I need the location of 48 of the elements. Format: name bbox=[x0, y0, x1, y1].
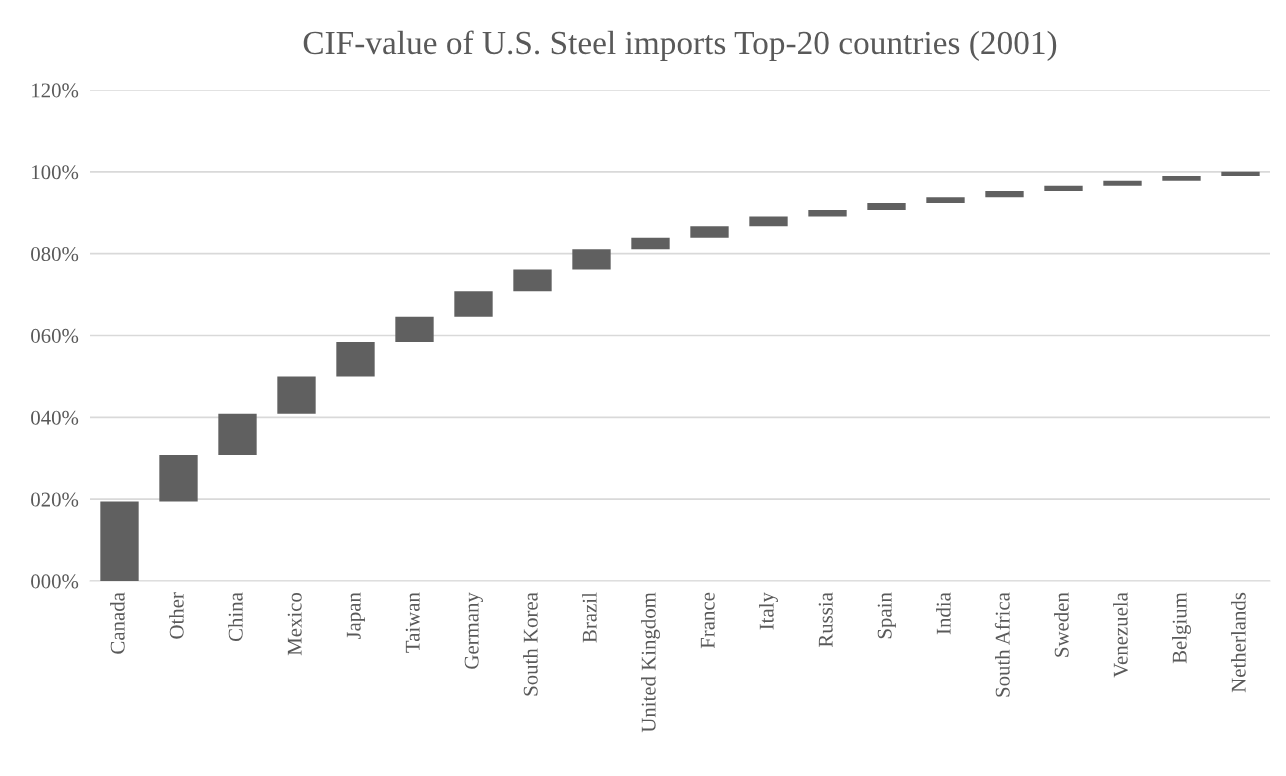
x-tick-label: Other bbox=[169, 592, 184, 639]
x-tick-label: Germany bbox=[464, 592, 483, 669]
x-tick-label: Venezuela bbox=[1113, 592, 1128, 678]
x-tick-label: China bbox=[228, 592, 243, 642]
bar bbox=[867, 202, 906, 210]
y-tick-label: 100% bbox=[32, 165, 79, 180]
bar bbox=[277, 376, 316, 414]
x-tick-label: United Kingdom bbox=[641, 592, 660, 733]
x-tick-label: Mexico bbox=[287, 592, 302, 656]
y-tick-label: 060% bbox=[31, 328, 79, 343]
bar bbox=[395, 316, 434, 343]
x-tick-label: Sweden bbox=[1054, 592, 1069, 657]
x-tick-label: Brazil bbox=[582, 592, 597, 643]
bar bbox=[454, 291, 493, 317]
bar bbox=[690, 226, 729, 238]
bar bbox=[218, 413, 257, 455]
bar bbox=[985, 191, 1024, 198]
bar bbox=[808, 209, 847, 217]
x-tick-label: South Korea bbox=[523, 592, 538, 696]
y-tick-label: 120% bbox=[32, 83, 79, 98]
bar bbox=[513, 269, 552, 292]
x-tick-label: Canada bbox=[110, 592, 125, 654]
y-tick-label: 040% bbox=[31, 410, 79, 425]
bar bbox=[749, 216, 788, 227]
bar bbox=[1044, 185, 1083, 192]
x-tick-label: India bbox=[936, 592, 951, 635]
bar bbox=[100, 501, 139, 581]
bar bbox=[926, 197, 965, 203]
bar bbox=[572, 249, 611, 270]
y-tick-label: 020% bbox=[31, 492, 79, 507]
bar bbox=[336, 342, 375, 377]
bar bbox=[1221, 171, 1260, 176]
bar bbox=[1162, 175, 1201, 181]
bar bbox=[159, 454, 198, 502]
x-tick-label: Spain bbox=[877, 592, 896, 639]
x-tick-label: Netherlands bbox=[1231, 592, 1246, 693]
chart-title: CIF-value of U.S. Steel imports Top-20 countries (2001) bbox=[303, 30, 1057, 61]
bar bbox=[631, 237, 670, 250]
y-tick-label: 080% bbox=[31, 247, 79, 262]
x-tick-label: France bbox=[700, 592, 715, 649]
y-tick-label: 000% bbox=[31, 574, 79, 589]
x-tick-label: Japan bbox=[346, 592, 365, 640]
x-tick-label: South Africa bbox=[994, 592, 1010, 697]
x-tick-label: Belgium bbox=[1172, 592, 1191, 664]
x-tick-label: Italy bbox=[759, 592, 778, 630]
x-tick-label: Taiwan bbox=[405, 592, 420, 653]
x-tick-label: Russia bbox=[818, 592, 833, 648]
bar bbox=[1103, 180, 1142, 186]
